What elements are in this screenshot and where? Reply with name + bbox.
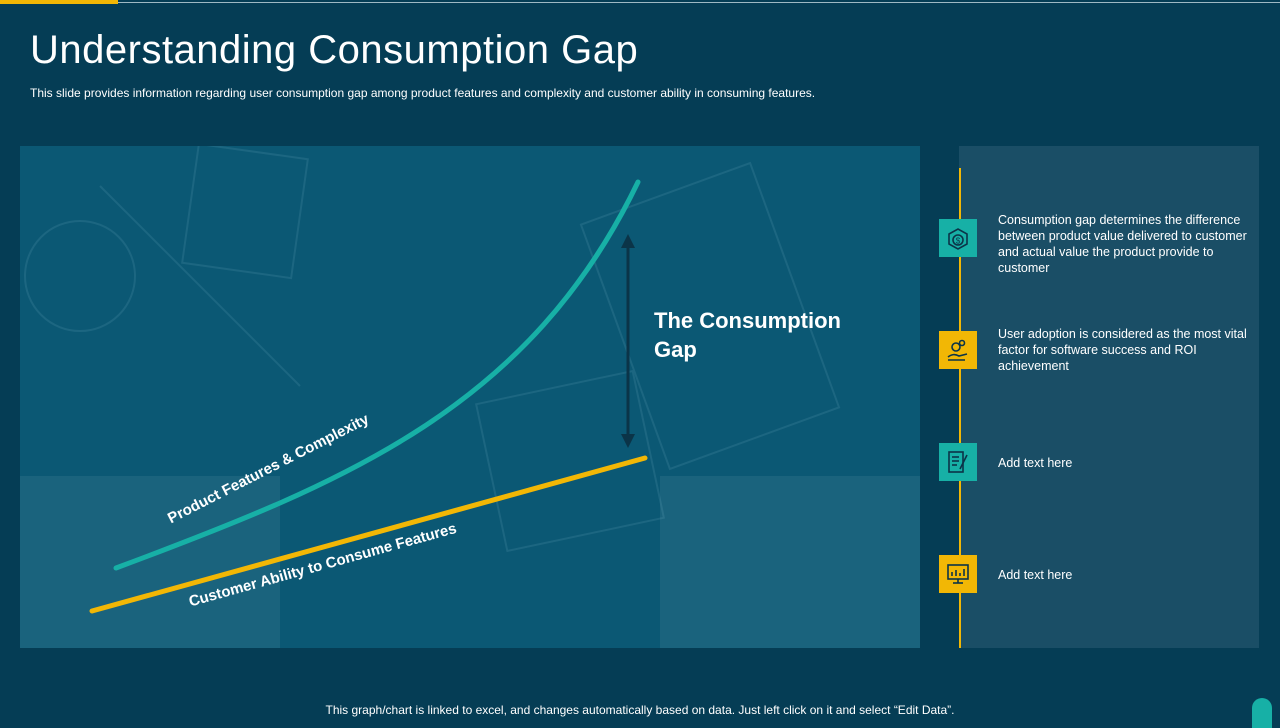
customer-ability-line — [89, 455, 648, 614]
monitor-chart-icon — [939, 555, 977, 593]
top-divider-line — [118, 2, 1280, 3]
bg-paper-2 — [474, 369, 666, 553]
bg-cup — [24, 220, 136, 332]
slide-subtitle: This slide provides information regardin… — [30, 86, 816, 100]
timeline-line — [959, 168, 961, 648]
side-item-text: Add text here — [998, 456, 1073, 470]
side-item-text: Consumption gap determines the differenc… — [998, 213, 1247, 275]
consumption-gap-diagram: The Consumption Gap Product Features & C… — [20, 146, 920, 648]
diagram-graphics — [20, 146, 920, 648]
money-box-icon: $ — [939, 219, 977, 257]
svg-text:$: $ — [956, 237, 961, 246]
top-accent-bar — [0, 0, 118, 4]
checklist-pen-icon — [939, 443, 977, 481]
side-panel: $ Consumption gap determines the differe… — [939, 146, 1259, 648]
bg-paper-3 — [579, 161, 841, 471]
corner-decoration — [1252, 698, 1272, 728]
bg-block-1 — [20, 476, 280, 648]
side-item-text: Add text here — [998, 568, 1073, 582]
product-features-curve — [113, 179, 641, 571]
consumption-gap-label: The Consumption Gap — [654, 308, 841, 362]
slide-title: Understanding Consumption Gap — [30, 28, 639, 72]
bg-block-2 — [660, 476, 920, 648]
gap-arrow — [621, 234, 635, 448]
hand-gears-icon — [939, 331, 977, 369]
bg-paper-1 — [181, 146, 309, 280]
side-item-text: User adoption is considered as the most … — [998, 327, 1247, 373]
bg-pen — [99, 185, 301, 387]
footer-note: This graph/chart is linked to excel, and… — [325, 703, 955, 717]
